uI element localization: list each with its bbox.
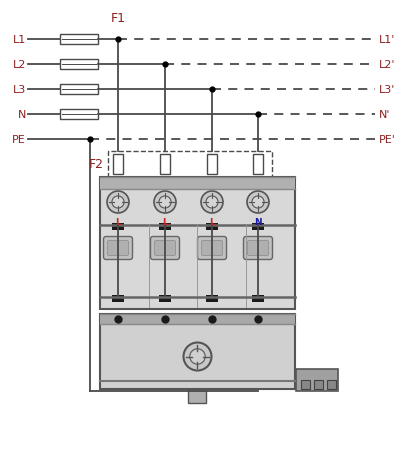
Text: L: L bbox=[115, 217, 121, 226]
Bar bbox=[60, 35, 98, 45]
FancyBboxPatch shape bbox=[243, 237, 272, 260]
Bar bbox=[159, 295, 171, 302]
FancyBboxPatch shape bbox=[108, 241, 129, 256]
FancyBboxPatch shape bbox=[197, 237, 227, 260]
Text: F1: F1 bbox=[110, 11, 126, 24]
Text: N: N bbox=[254, 217, 262, 226]
Bar bbox=[100, 178, 295, 309]
Text: L2': L2' bbox=[379, 60, 396, 70]
Text: L3: L3 bbox=[13, 85, 26, 95]
Text: F2: F2 bbox=[89, 158, 104, 171]
Text: N: N bbox=[18, 110, 26, 120]
Text: PE: PE bbox=[12, 135, 26, 145]
Text: L1': L1' bbox=[379, 35, 396, 45]
Text: L: L bbox=[162, 217, 168, 226]
Bar bbox=[252, 224, 264, 230]
Bar bbox=[60, 85, 98, 95]
Bar bbox=[207, 155, 217, 175]
FancyBboxPatch shape bbox=[201, 241, 222, 256]
Bar bbox=[113, 155, 123, 175]
Text: L2: L2 bbox=[13, 60, 26, 70]
Text: L: L bbox=[209, 217, 215, 226]
Circle shape bbox=[252, 197, 264, 208]
Bar bbox=[159, 224, 171, 230]
FancyBboxPatch shape bbox=[154, 241, 176, 256]
Bar bbox=[301, 380, 310, 389]
FancyBboxPatch shape bbox=[103, 237, 133, 260]
Bar bbox=[100, 314, 295, 389]
Circle shape bbox=[154, 192, 176, 213]
Bar bbox=[252, 295, 264, 302]
Circle shape bbox=[201, 192, 223, 213]
FancyBboxPatch shape bbox=[150, 237, 180, 260]
Circle shape bbox=[206, 197, 218, 208]
Bar bbox=[60, 110, 98, 120]
Bar bbox=[206, 224, 218, 230]
Circle shape bbox=[247, 192, 269, 213]
Bar bbox=[189, 389, 206, 403]
Circle shape bbox=[112, 197, 124, 208]
Text: PE': PE' bbox=[379, 135, 396, 145]
Text: L1: L1 bbox=[13, 35, 26, 45]
Text: N': N' bbox=[379, 110, 391, 120]
Bar bbox=[112, 224, 124, 230]
Circle shape bbox=[107, 192, 129, 213]
Bar bbox=[314, 380, 323, 389]
Bar bbox=[112, 295, 124, 302]
Bar bbox=[108, 152, 272, 178]
FancyBboxPatch shape bbox=[248, 241, 269, 256]
Bar bbox=[160, 155, 170, 175]
Text: L3': L3' bbox=[379, 85, 396, 95]
Circle shape bbox=[159, 197, 171, 208]
Bar bbox=[60, 60, 98, 70]
Bar bbox=[100, 314, 295, 324]
Bar bbox=[296, 369, 338, 391]
Circle shape bbox=[190, 349, 205, 364]
Circle shape bbox=[183, 343, 211, 371]
Bar bbox=[100, 178, 295, 189]
Bar bbox=[327, 380, 336, 389]
Bar bbox=[206, 295, 218, 302]
Bar bbox=[253, 155, 263, 175]
